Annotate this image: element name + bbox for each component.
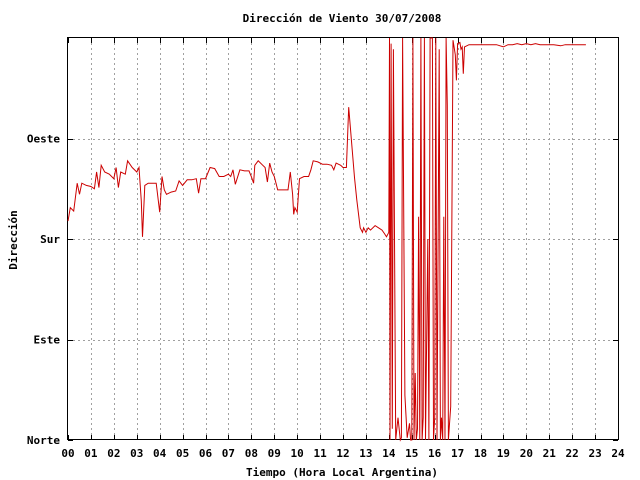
x-tick-label: 04 — [153, 447, 167, 460]
y-tick-label: Sur — [40, 233, 60, 246]
x-tick-label: 17 — [451, 447, 464, 460]
chart-title: Dirección de Viento 30/07/2008 — [243, 12, 442, 25]
y-tick-label: Oeste — [27, 133, 60, 146]
x-tick-label: 01 — [84, 447, 98, 460]
x-tick-label: 05 — [176, 447, 189, 460]
x-tick-label: 14 — [382, 447, 396, 460]
x-tick-label: 21 — [543, 447, 557, 460]
x-tick-label: 16 — [428, 447, 442, 460]
y-axis-tick-labels: Norte Este Sur Oeste — [27, 133, 60, 448]
x-tick-label: 22 — [566, 447, 579, 460]
x-tick-label: 18 — [474, 447, 487, 460]
x-tick-label: 12 — [336, 447, 349, 460]
x-tick-label: 19 — [497, 447, 510, 460]
x-axis-tick-labels: 00 01 02 03 04 05 06 07 08 09 10 11 12 13 14 15 16 17 18 19… — [61, 447, 625, 460]
x-tick-label: 11 — [313, 447, 327, 460]
x-tick-label: 06 — [199, 447, 213, 460]
series-layer — [67, 37, 586, 442]
x-tick-label: 13 — [359, 447, 372, 460]
y-axis-title: Dirección — [7, 210, 20, 270]
y-tick-label: Norte — [27, 434, 60, 447]
y-tick-label: Este — [34, 334, 61, 347]
x-tick-label: 10 — [291, 447, 304, 460]
wind-direction-series-line — [67, 37, 586, 442]
x-tick-label: 09 — [268, 447, 281, 460]
x-tick-label: 08 — [245, 447, 258, 460]
x-tick-label: 02 — [107, 447, 120, 460]
x-tick-label: 15 — [405, 447, 418, 460]
x-tick-label: 23 — [588, 447, 601, 460]
x-tick-label: 20 — [520, 447, 533, 460]
x-tick-label: 00 — [61, 447, 74, 460]
x-axis-title: Tiempo (Hora Local Argentina) — [246, 466, 438, 479]
x-tick-label: 24 — [611, 447, 625, 460]
x-tick-label: 03 — [130, 447, 143, 460]
x-tick-label: 07 — [222, 447, 235, 460]
grid-lines — [68, 38, 618, 440]
